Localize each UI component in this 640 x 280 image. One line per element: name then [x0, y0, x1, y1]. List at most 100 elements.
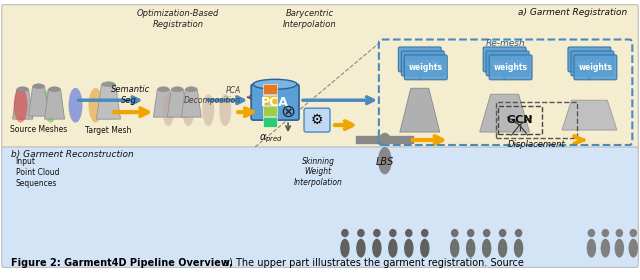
Text: a) The upper part illustrates the garment registration. Source: a) The upper part illustrates the garmen…: [220, 258, 524, 268]
Text: weights: weights: [488, 55, 522, 64]
Ellipse shape: [372, 239, 381, 258]
FancyBboxPatch shape: [401, 51, 444, 76]
Ellipse shape: [450, 239, 460, 258]
Text: weights: weights: [579, 63, 612, 72]
Polygon shape: [13, 89, 33, 119]
Ellipse shape: [373, 229, 381, 237]
Text: Target Mesh: Target Mesh: [85, 126, 132, 135]
Ellipse shape: [12, 114, 34, 120]
Ellipse shape: [163, 94, 174, 126]
Text: weights: weights: [403, 55, 436, 64]
Text: LBS: LBS: [376, 157, 394, 167]
Text: Displacement: Displacement: [508, 140, 565, 149]
Ellipse shape: [13, 88, 28, 123]
Ellipse shape: [220, 94, 231, 126]
FancyBboxPatch shape: [2, 5, 638, 149]
Ellipse shape: [172, 87, 183, 92]
Ellipse shape: [380, 133, 390, 145]
Ellipse shape: [483, 229, 490, 237]
Ellipse shape: [421, 229, 429, 237]
Text: Input
Point Cloud
Sequences: Input Point Cloud Sequences: [15, 157, 59, 188]
Ellipse shape: [95, 114, 122, 120]
FancyBboxPatch shape: [404, 55, 447, 80]
Ellipse shape: [467, 229, 474, 237]
Ellipse shape: [587, 239, 596, 258]
Text: GCN: GCN: [506, 115, 533, 125]
Ellipse shape: [17, 87, 28, 92]
FancyBboxPatch shape: [571, 51, 614, 76]
Text: Source Meshes: Source Meshes: [10, 125, 67, 134]
Ellipse shape: [157, 87, 169, 92]
Polygon shape: [29, 86, 49, 116]
FancyBboxPatch shape: [304, 108, 330, 132]
Ellipse shape: [614, 239, 624, 258]
Text: weights: weights: [409, 63, 443, 72]
Ellipse shape: [68, 88, 83, 123]
Polygon shape: [400, 88, 440, 132]
Bar: [263, 117, 277, 127]
Ellipse shape: [340, 239, 349, 258]
Ellipse shape: [499, 229, 506, 237]
Ellipse shape: [498, 239, 508, 258]
FancyBboxPatch shape: [398, 47, 441, 72]
FancyBboxPatch shape: [251, 84, 299, 120]
Ellipse shape: [420, 239, 429, 258]
FancyBboxPatch shape: [568, 47, 611, 72]
Text: ⊗: ⊗: [280, 103, 296, 121]
Ellipse shape: [405, 229, 413, 237]
Polygon shape: [97, 84, 120, 119]
FancyBboxPatch shape: [489, 55, 532, 80]
Ellipse shape: [451, 229, 458, 237]
Text: weights: weights: [406, 59, 440, 68]
Polygon shape: [562, 100, 617, 130]
Ellipse shape: [102, 82, 115, 87]
Ellipse shape: [356, 239, 365, 258]
Polygon shape: [479, 94, 529, 132]
FancyBboxPatch shape: [486, 51, 529, 76]
Text: Figure 2: Garment4D Pipeline Overview.: Figure 2: Garment4D Pipeline Overview.: [11, 258, 233, 268]
Ellipse shape: [389, 229, 397, 237]
Ellipse shape: [602, 229, 609, 237]
Ellipse shape: [341, 229, 349, 237]
Text: Optimization-Based
Registration: Optimization-Based Registration: [137, 9, 220, 29]
Ellipse shape: [33, 84, 44, 89]
Polygon shape: [181, 89, 201, 117]
Text: Re-mesh: Re-mesh: [486, 39, 525, 48]
Ellipse shape: [378, 147, 392, 174]
Text: Barycentric
Interpolation: Barycentric Interpolation: [284, 9, 337, 29]
Ellipse shape: [357, 229, 365, 237]
Text: PCA
Decomposition: PCA Decomposition: [184, 85, 241, 105]
Ellipse shape: [588, 229, 595, 237]
Text: weights: weights: [493, 63, 527, 72]
Ellipse shape: [482, 239, 492, 258]
Text: weights: weights: [572, 55, 607, 64]
Bar: [263, 95, 277, 105]
Ellipse shape: [202, 94, 214, 126]
Text: Semantic
Seg.: Semantic Seg.: [111, 85, 150, 105]
Ellipse shape: [628, 239, 638, 258]
FancyBboxPatch shape: [574, 55, 617, 80]
Polygon shape: [167, 89, 188, 117]
Ellipse shape: [186, 87, 197, 92]
Ellipse shape: [466, 239, 476, 258]
Ellipse shape: [630, 229, 637, 237]
FancyBboxPatch shape: [2, 147, 638, 267]
Ellipse shape: [514, 239, 524, 258]
Text: $\alpha_{pred}$: $\alpha_{pred}$: [259, 133, 283, 145]
Ellipse shape: [49, 87, 60, 92]
Ellipse shape: [253, 79, 297, 89]
Text: weights: weights: [491, 59, 525, 68]
Bar: [263, 106, 277, 116]
Ellipse shape: [388, 239, 397, 258]
Polygon shape: [154, 89, 173, 117]
Ellipse shape: [600, 239, 610, 258]
Text: a) Garment Registration: a) Garment Registration: [518, 8, 627, 17]
Ellipse shape: [616, 229, 623, 237]
Ellipse shape: [515, 229, 522, 237]
Ellipse shape: [44, 88, 58, 123]
FancyBboxPatch shape: [483, 47, 526, 72]
Text: weights: weights: [575, 59, 609, 68]
Text: Skinning
Weight
Interpolation: Skinning Weight Interpolation: [294, 157, 342, 187]
Text: b) Garment Reconstruction: b) Garment Reconstruction: [11, 150, 133, 159]
Polygon shape: [45, 89, 65, 119]
